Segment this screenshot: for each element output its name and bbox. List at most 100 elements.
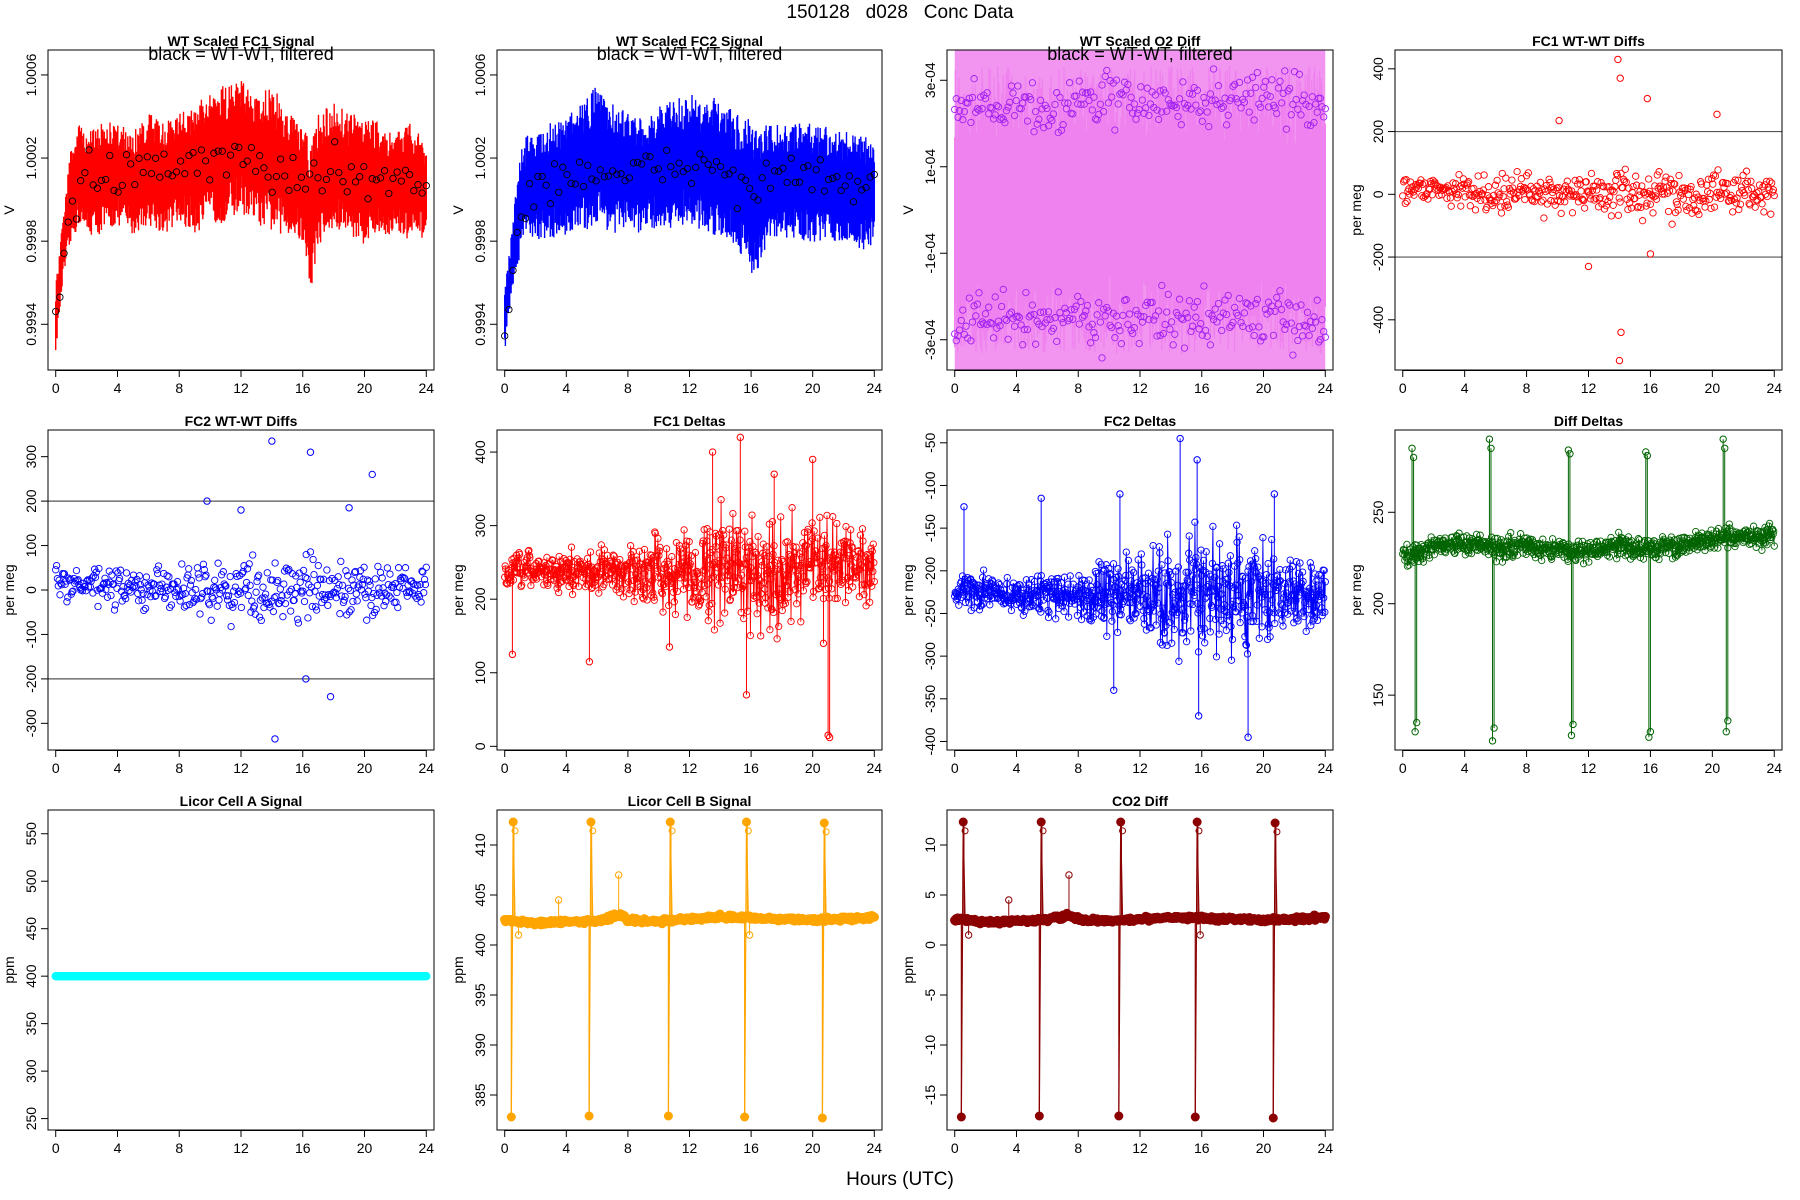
data-point: [1136, 583, 1144, 591]
data-point: [1154, 307, 1163, 315]
data-point: [1636, 187, 1644, 195]
panel-fc2-deltas: 0 4 8 12 16 20 24-400-350-300-250-200-150-100-…: [900, 413, 1334, 776]
data-point: [684, 551, 692, 559]
data-point: [979, 566, 988, 574]
data-point: [749, 542, 757, 550]
data-point: [535, 557, 543, 565]
series-fc1-wt-wt: [1399, 165, 1778, 228]
data-point: [173, 577, 182, 586]
x-tick-label: 20: [1705, 760, 1721, 776]
data-point: [716, 619, 724, 627]
data-point: [1747, 177, 1755, 185]
data-point: [1290, 327, 1299, 335]
data-point: [814, 534, 822, 542]
data-point: [1200, 282, 1208, 290]
data-point: [649, 589, 657, 597]
data-point: [1222, 626, 1230, 635]
data-point: [1082, 307, 1090, 315]
data-point: [1732, 199, 1740, 207]
data-point: [1122, 296, 1130, 304]
data-point: [1662, 173, 1670, 181]
data-point: [1126, 598, 1134, 607]
data-point: [1108, 617, 1116, 625]
x-tick-label: 4: [1013, 380, 1021, 396]
spike-point: [819, 639, 828, 648]
data-point: [1078, 88, 1087, 96]
data-point: [1035, 115, 1043, 123]
data-point: [1770, 542, 1778, 550]
data-point: [1614, 211, 1623, 219]
calibration-point-low: [584, 1111, 594, 1121]
calibration-point-high: [586, 817, 596, 827]
data-point: [123, 583, 132, 591]
spike-point: [824, 731, 832, 739]
data-point: [340, 596, 348, 604]
data-point: [1023, 117, 1032, 125]
data-point: [341, 592, 349, 601]
data-point: [768, 517, 777, 526]
y-tick-label: 200: [1370, 592, 1386, 616]
data-point: [1096, 599, 1105, 607]
data-point: [214, 147, 222, 155]
data-point: [103, 593, 112, 601]
data-point: [1170, 625, 1178, 634]
x-tick-label: 16: [743, 380, 759, 396]
data-point: [579, 182, 588, 191]
data-point: [596, 166, 604, 174]
data-point: [151, 592, 159, 600]
figure-title: 150128 d028 Conc Data: [786, 2, 1014, 23]
data-point: [1090, 589, 1098, 597]
data-point: [1425, 551, 1433, 559]
data-point: [638, 160, 646, 168]
y-tick-label: -350: [922, 685, 938, 713]
data-point: [1111, 591, 1119, 600]
data-point: [570, 572, 578, 580]
data-point: [350, 581, 358, 589]
data-point: [667, 163, 675, 171]
series-fc1-signal: [55, 81, 427, 351]
data-point: [811, 559, 819, 567]
data-point: [1196, 624, 1205, 633]
data-point: [245, 560, 253, 568]
data-point: [999, 285, 1007, 294]
data-point: [1424, 195, 1432, 203]
data-point: [1173, 605, 1181, 613]
data-point: [609, 551, 617, 559]
data-point: [401, 166, 410, 174]
data-point: [394, 564, 403, 572]
data-point: [1083, 301, 1092, 310]
data-point: [1287, 111, 1295, 119]
x-tick-label: 8: [175, 380, 183, 396]
data-point: [201, 157, 210, 165]
series-wt-wt-filtered: [52, 138, 430, 316]
data-point: [1464, 179, 1472, 187]
data-point: [808, 519, 816, 527]
x-tick-label: 8: [624, 380, 632, 396]
data-point: [78, 587, 87, 595]
data-point: [1211, 305, 1219, 313]
x-tick-label: 24: [418, 760, 434, 776]
data-point: [1284, 87, 1292, 95]
data-point: [624, 578, 633, 586]
data-point: [1546, 178, 1554, 187]
data-point: [766, 626, 774, 634]
data-point: [1582, 178, 1590, 186]
data-point: [869, 540, 877, 548]
series-calibration-spikes: [506, 817, 830, 1123]
data-point: [1001, 119, 1009, 127]
spike-point: [708, 448, 717, 456]
data-point: [723, 554, 731, 562]
data-point: [54, 582, 62, 590]
data-point: [1218, 104, 1226, 112]
x-tick-label: 4: [114, 380, 122, 396]
data-point: [566, 555, 574, 564]
data-point: [593, 564, 601, 572]
data-point: [1225, 568, 1233, 577]
data-point: [1057, 579, 1066, 587]
data-point: [1033, 586, 1041, 595]
data-point: [310, 570, 318, 579]
data-point: [1506, 190, 1514, 198]
data-point: [1606, 193, 1614, 201]
data-point: [201, 573, 209, 581]
data-point: [1012, 96, 1020, 105]
